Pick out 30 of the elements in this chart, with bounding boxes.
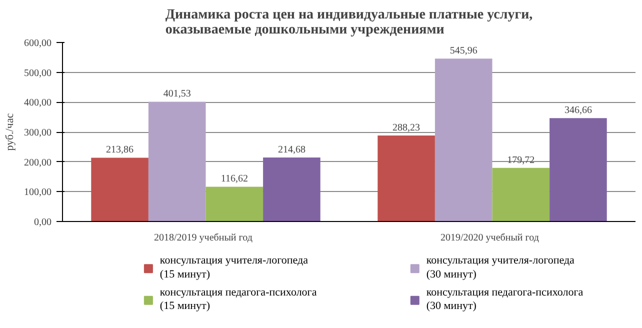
legend-label: консультация учителя-логопеда (15 минут) bbox=[160, 254, 308, 281]
legend-label: консультация педагога-психолога (15 минут) bbox=[160, 286, 317, 312]
data-label: 116,62 bbox=[220, 174, 248, 185]
y-tick-label: 600,00 bbox=[24, 38, 52, 49]
data-label: 214,68 bbox=[278, 144, 306, 156]
bar bbox=[148, 102, 206, 222]
bar bbox=[378, 136, 435, 222]
bar bbox=[263, 157, 320, 222]
y-tick-label: 500,00 bbox=[24, 68, 52, 79]
x-tick-label: 2018/2019 учебный год bbox=[154, 232, 252, 244]
bar bbox=[206, 186, 264, 222]
data-label: 545,96 bbox=[450, 46, 478, 57]
y-axis-title: руб./час bbox=[4, 113, 16, 151]
chart-title: Динамика роста цен на индивидуальные платные услуги, оказываемые дошкольными учреждениями bbox=[165, 8, 533, 38]
legend-label: консультация учителя-логопеда (30 минут) bbox=[426, 254, 575, 281]
y-tick-label: 300,00 bbox=[24, 128, 52, 138]
data-label: 213,86 bbox=[106, 144, 134, 156]
bar bbox=[550, 118, 607, 222]
bar bbox=[434, 58, 492, 222]
bar bbox=[492, 168, 550, 222]
data-label: 346,66 bbox=[564, 105, 592, 116]
y-tick-label: 0,00 bbox=[34, 217, 52, 228]
data-label: 401,53 bbox=[163, 88, 191, 100]
x-tick-label: 2019/2020 учебный год bbox=[440, 232, 539, 244]
legend-label: консультация педагога-психолога (30 минут) bbox=[426, 286, 584, 312]
y-tick-label: 200,00 bbox=[24, 157, 52, 168]
y-tick-label: 400,00 bbox=[24, 98, 52, 109]
data-label: 288,23 bbox=[392, 122, 420, 134]
bar bbox=[91, 158, 148, 222]
y-tick-label: 100,00 bbox=[24, 187, 52, 198]
